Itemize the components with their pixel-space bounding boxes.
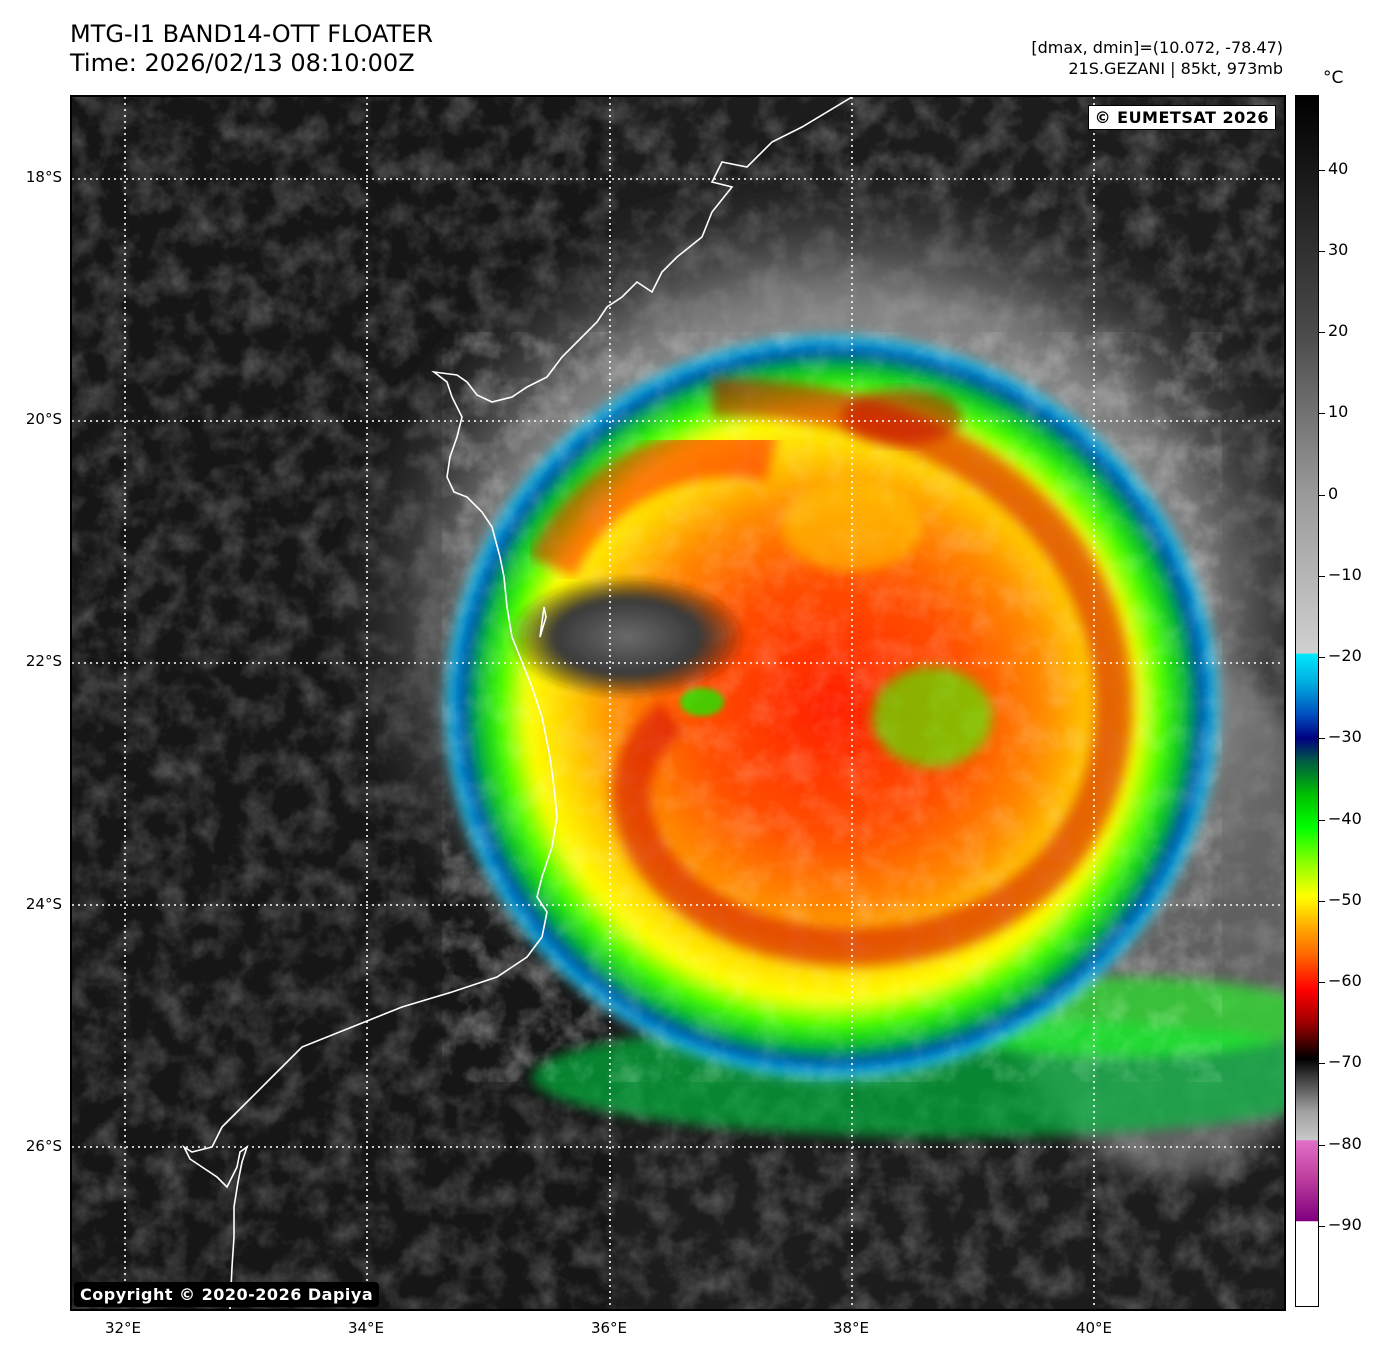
- colorbar-tick-mark: [1319, 657, 1325, 659]
- title-block: MTG-I1 BAND14-OTT FLOATER Time: 2026/02/…: [70, 20, 433, 78]
- colorbar-tick-mark: [1319, 1144, 1325, 1146]
- storm-eye: [507, 575, 747, 699]
- colorbar-tick-label: −40: [1328, 808, 1362, 828]
- data-range: [dmax, dmin]=(10.072, -78.47): [1031, 38, 1283, 57]
- colorbar-tick-label: −90: [1328, 1214, 1362, 1234]
- colorbar-tick-mark: [1319, 413, 1325, 415]
- northern-convective-cell: [842, 389, 962, 445]
- gridlines: [72, 97, 1284, 1309]
- colorbar-tick-mark: [1319, 251, 1325, 252]
- satellite-imagery: [72, 97, 1284, 1309]
- colorbar-tick-mark: [1319, 169, 1325, 171]
- lat-label-20s: 20°S: [25, 410, 62, 428]
- eyewall-cell: [680, 688, 724, 716]
- colorbar-tick-label: 0: [1328, 483, 1339, 503]
- colorbar-tick-label: −60: [1328, 971, 1362, 991]
- lon-label-36e: 36°E: [590, 1319, 628, 1337]
- colorbar-tick-label: −50: [1328, 889, 1362, 909]
- colorbar-unit: °C: [1323, 68, 1344, 88]
- bazaruto-island: [539, 606, 547, 638]
- lon-label-38e: 38°E: [832, 1319, 870, 1337]
- colorbar-tick-label: −80: [1328, 1133, 1362, 1153]
- colorbar-tick-mark: [1319, 575, 1325, 577]
- lon-label-34e: 34°E: [347, 1319, 385, 1337]
- lat-label-22s: 22°S: [25, 652, 62, 670]
- northern-yellow-patch: [782, 482, 922, 572]
- meta-block: [dmax, dmin]=(10.072, -78.47) 21S.GEZANI…: [1031, 37, 1283, 79]
- lat-label-24s: 24°S: [25, 895, 62, 913]
- eumetsat-copyright-badge: © EUMETSAT 2026: [1087, 105, 1276, 130]
- lon-label-40e: 40°E: [1075, 1319, 1113, 1337]
- colorbar-tick-mark: [1319, 738, 1325, 740]
- dapiya-copyright-badge: Copyright © 2020-2026 Dapiya: [74, 1282, 380, 1307]
- embedded-warm-patch: [872, 667, 992, 767]
- colorbar-tick-label: 10: [1328, 402, 1349, 422]
- colorbar-tick-label: 40: [1328, 158, 1349, 178]
- colorbar-tick-mark: [1319, 900, 1325, 902]
- lat-label-26s: 26°S: [25, 1137, 62, 1155]
- colorbar-tick-label: 20: [1328, 321, 1349, 341]
- colorbar-tick-mark: [1319, 982, 1325, 984]
- colorbar-tick-label: −10: [1328, 564, 1362, 584]
- valid-time: Time: 2026/02/13 08:10:00Z: [70, 49, 415, 77]
- colorbar-tick-mark: [1319, 494, 1325, 496]
- colorbar-tick-mark: [1319, 1063, 1325, 1065]
- product-title: MTG-I1 BAND14-OTT FLOATER: [70, 20, 434, 48]
- spiral-band-inner: [612, 378, 1133, 967]
- colorbar-tick-label: 30: [1328, 240, 1349, 259]
- storm-info: 21S.GEZANI | 85kt, 973mb: [1068, 59, 1283, 78]
- colorbar-tick-label: −20: [1328, 646, 1362, 666]
- colorbar-tick-mark: [1319, 332, 1325, 334]
- colorbar-tick-label: −30: [1328, 727, 1362, 747]
- lat-label-18s: 18°S: [25, 168, 62, 186]
- colorbar-tick-mark: [1319, 819, 1325, 821]
- lon-label-32e: 32°E: [104, 1319, 142, 1337]
- satellite-image-panel: © EUMETSAT 2026 Copyright © 2020-2026 Da…: [70, 95, 1286, 1311]
- temperature-colorbar: [1295, 95, 1319, 1307]
- coastline: [182, 97, 853, 1309]
- spiral-band-northwest: [529, 426, 779, 578]
- colorbar-tick-label: −70: [1328, 1052, 1362, 1072]
- colorbar-tick-mark: [1319, 1225, 1325, 1227]
